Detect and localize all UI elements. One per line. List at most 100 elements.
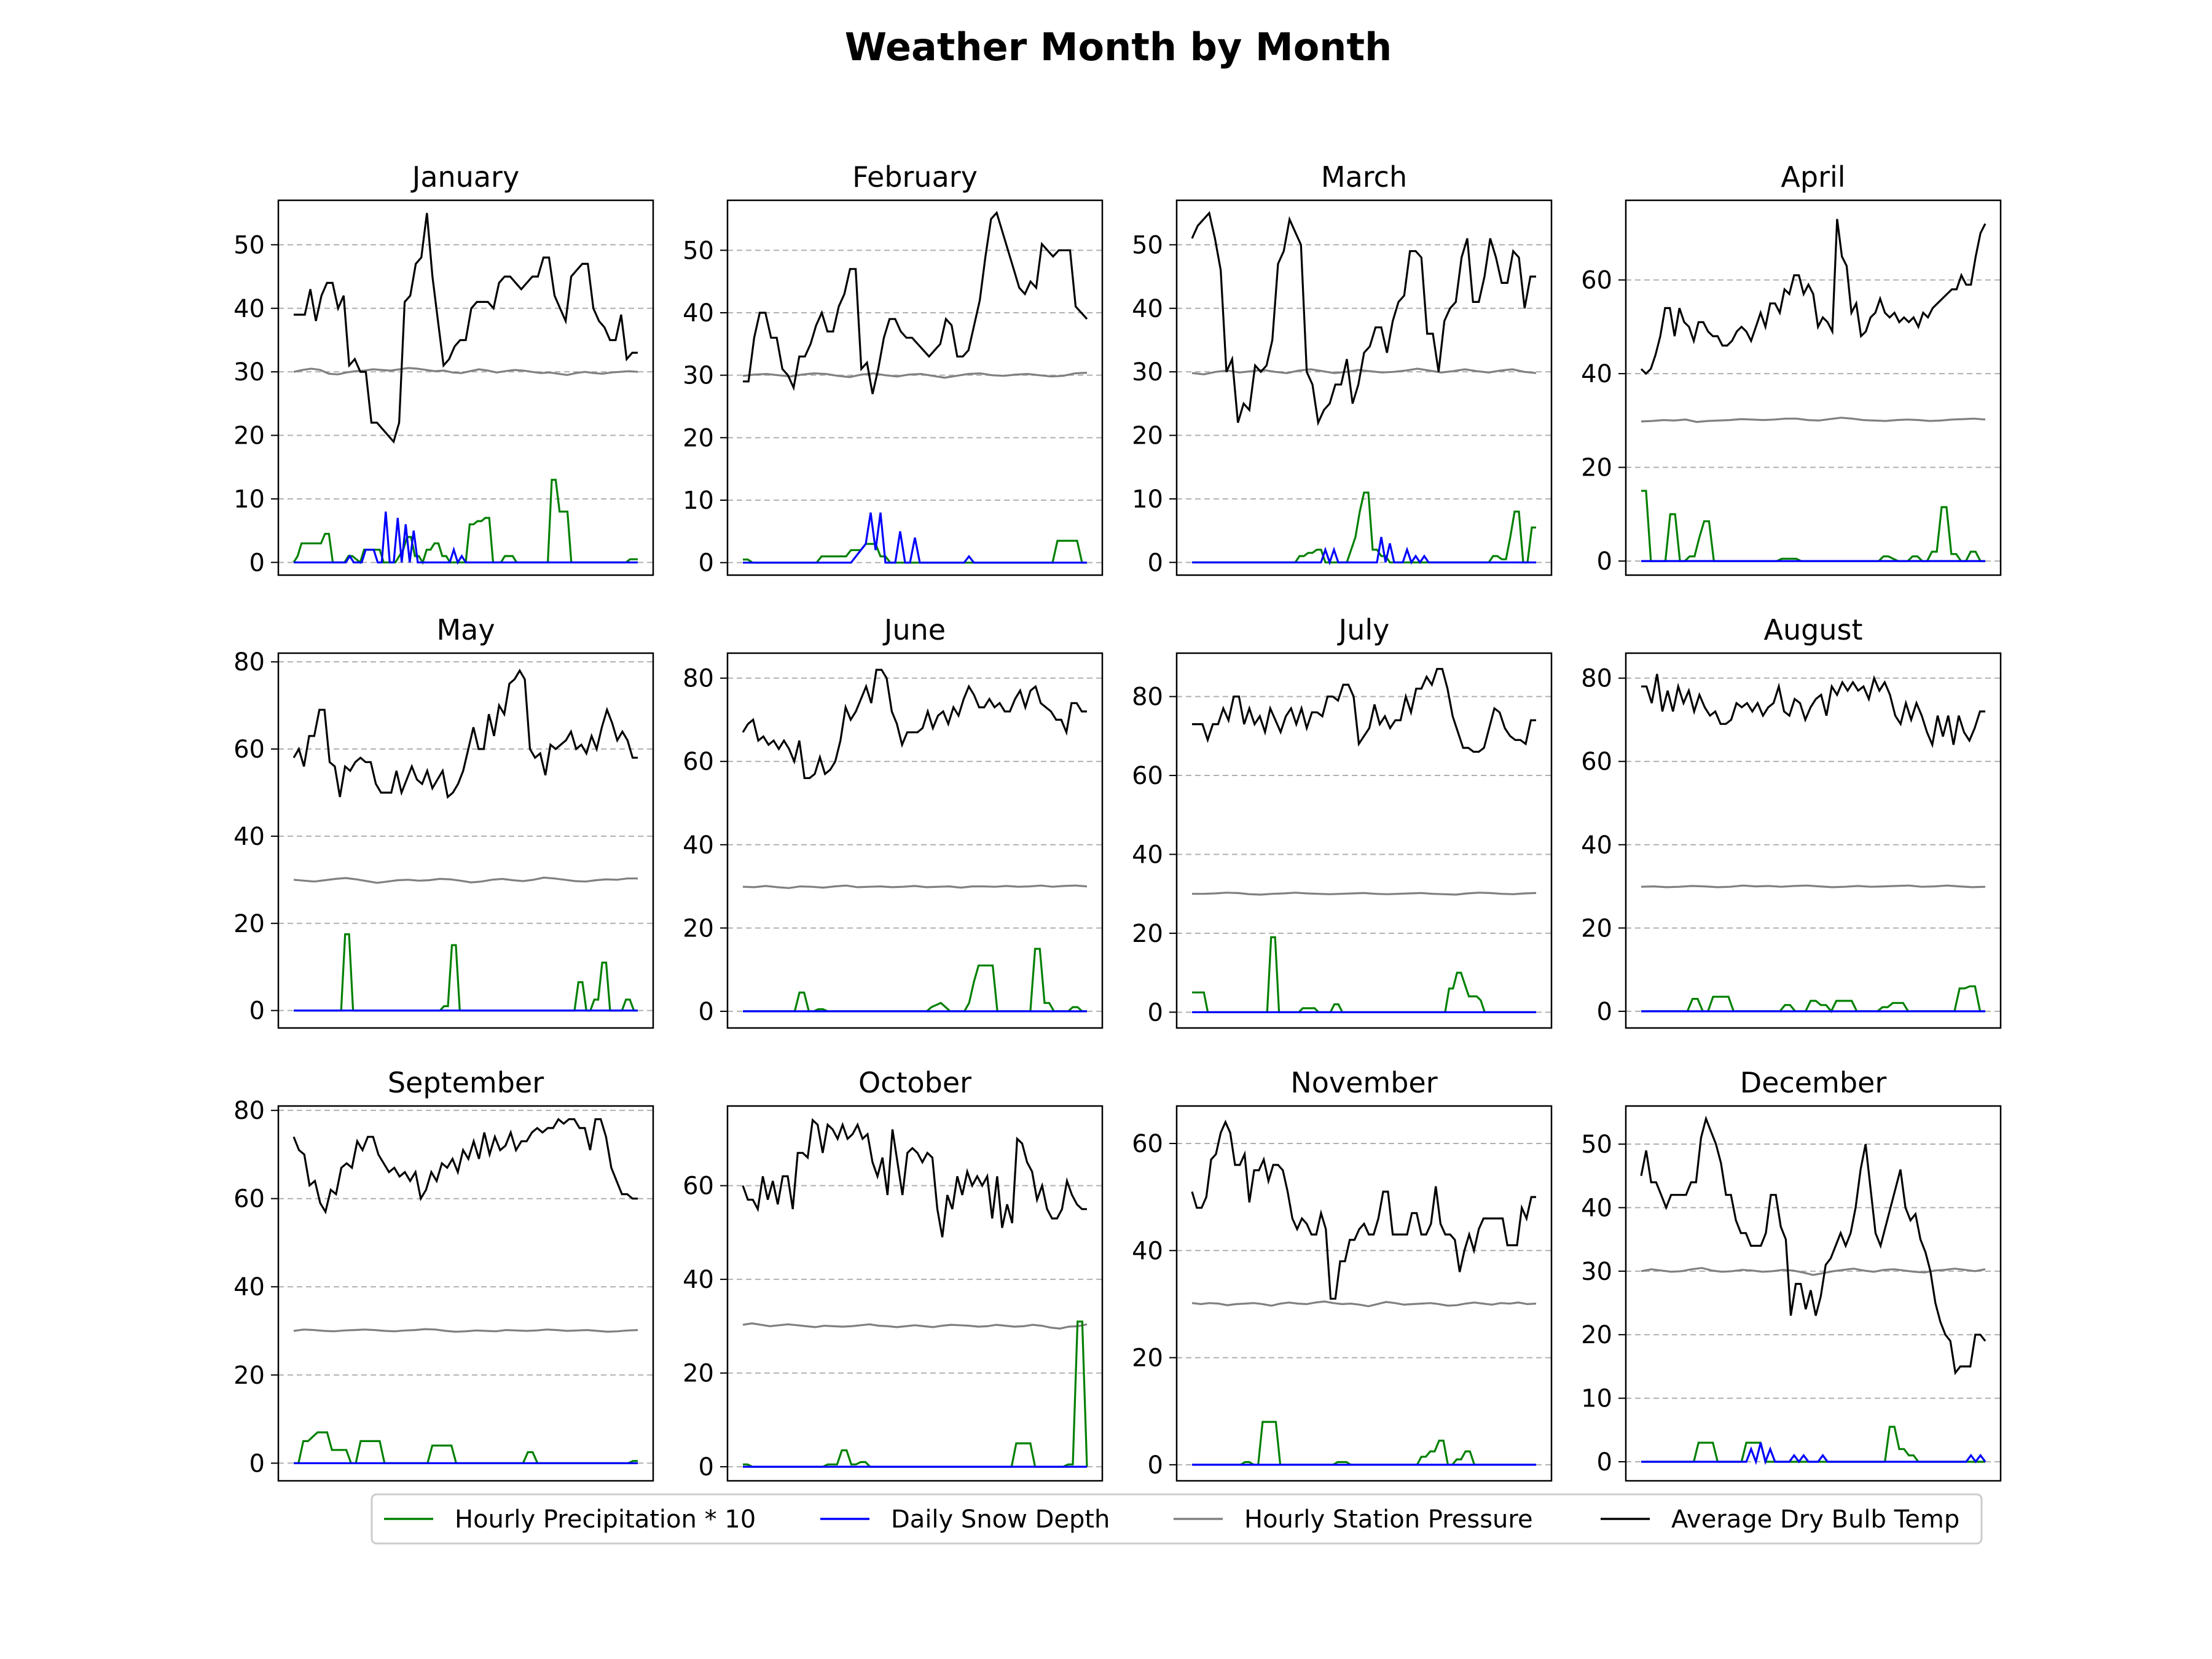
y-tick-label: 0 (1597, 998, 1612, 1026)
y-tick-label: 30 (1132, 358, 1163, 386)
series-line-snow (294, 511, 638, 565)
y-tick-label: 60 (683, 1172, 714, 1201)
axes-frame (1175, 652, 1553, 1029)
series-line-pressure (1641, 1266, 1986, 1276)
series-line-pressure (293, 367, 638, 376)
axes-frame (1175, 199, 1553, 576)
y-tick-label: 60 (683, 748, 714, 776)
y-tick-label: 40 (233, 1273, 265, 1301)
y-tick-label: 0 (1148, 998, 1163, 1027)
series-line-precip (1192, 1421, 1536, 1466)
panel-title: October (858, 1066, 971, 1099)
panel-september: 0 20 40 60 80 September (233, 1066, 654, 1482)
axes-frame (726, 652, 1104, 1029)
y-tick-label: 60 (1581, 748, 1612, 776)
series-line-temp (1191, 211, 1536, 426)
y-tick-label: 10 (1581, 1385, 1612, 1413)
y-tick-label: 40 (1581, 1194, 1612, 1222)
panel-grid: 0 10 20 30 40 50 January 0 10 20 30 40 50 February 0 10… (233, 160, 2002, 1482)
y-tick-label: 10 (1132, 485, 1163, 514)
y-tick-label: 10 (683, 487, 714, 515)
y-tick-label: 20 (1581, 454, 1612, 482)
series-line-pressure (1641, 884, 1986, 888)
y-tick-label: 40 (683, 831, 714, 860)
axes-frame (726, 1105, 1104, 1482)
axes-frame (1625, 1105, 2002, 1482)
y-tick-label: 60 (1132, 762, 1163, 790)
y-tick-label: 40 (1581, 360, 1612, 388)
series-line-temp (743, 211, 1088, 394)
y-tick-label: 30 (1581, 1258, 1612, 1286)
y-tick-label: 80 (1132, 683, 1163, 712)
series-line-precip (1641, 490, 1985, 562)
y-tick-label: 20 (233, 1362, 265, 1390)
series-line-precip (1192, 936, 1536, 1013)
panel-july: 0 20 40 60 80 July (1132, 613, 1553, 1029)
series-line-temp (292, 669, 638, 799)
series-line-temp (742, 669, 1087, 779)
panel-title: April (1781, 160, 1845, 194)
panel-october: 0 20 40 60 October (683, 1066, 1104, 1482)
y-tick-label: 0 (249, 1449, 265, 1478)
panel-title: November (1290, 1066, 1437, 1099)
series-line-pressure (1191, 1300, 1537, 1308)
y-tick-label: 0 (1148, 549, 1163, 577)
series-line-pressure (293, 1328, 638, 1333)
y-tick-label: 60 (233, 1185, 265, 1214)
series-line-snow (1641, 1442, 1986, 1465)
series-line-pressure (1641, 417, 1986, 423)
series-line-temp (742, 1118, 1087, 1237)
figure-title: Weather Month by Month (845, 25, 1392, 69)
y-tick-label: 10 (233, 485, 265, 514)
panel-title: September (388, 1066, 544, 1099)
panel-april: 0 20 40 60 April (1581, 160, 2002, 576)
series-line-temp (1640, 1115, 1986, 1376)
series-line-precip (294, 1431, 638, 1464)
series-line-snow (1192, 536, 1536, 566)
panel-title: August (1764, 613, 1863, 646)
y-tick-label: 50 (1581, 1131, 1612, 1159)
y-tick-label: 20 (683, 424, 714, 452)
y-tick-label: 60 (1581, 267, 1612, 295)
series-line-precip (1192, 491, 1536, 563)
y-tick-label: 20 (1132, 920, 1163, 948)
legend-label-pressure: Hourly Station Pressure (1244, 1505, 1533, 1534)
legend-label-precip: Hourly Precipitation * 10 (455, 1505, 756, 1534)
y-tick-label: 20 (1581, 914, 1612, 943)
legend: Hourly Precipitation * 10 Daily Snow Dept… (371, 1493, 1983, 1545)
axes-frame (1175, 1105, 1553, 1482)
y-tick-label: 50 (1132, 231, 1163, 259)
series-line-pressure (742, 884, 1088, 889)
legend-label-snow: Daily Snow Depth (891, 1505, 1110, 1534)
series-line-pressure (742, 1322, 1088, 1330)
panel-title: December (1740, 1066, 1887, 1099)
y-tick-label: 40 (683, 299, 714, 327)
series-line-temp (1641, 673, 1985, 748)
series-line-pressure (293, 876, 638, 884)
panel-title: March (1321, 160, 1407, 194)
y-tick-label: 0 (249, 997, 265, 1026)
series-line-pressure (1192, 892, 1537, 896)
series-line-precip (743, 947, 1087, 1013)
y-tick-label: 60 (233, 735, 265, 764)
y-tick-label: 20 (1132, 1344, 1163, 1373)
series-line-temp (1640, 219, 1986, 375)
panel-december: 0 10 20 30 40 50 December (1581, 1066, 2002, 1482)
series-line-temp (1192, 668, 1536, 753)
y-tick-label: 20 (683, 1360, 714, 1388)
axes-frame (1625, 652, 2002, 1029)
y-tick-label: 40 (1132, 1237, 1163, 1265)
panel-january: 0 10 20 30 40 50 January (233, 160, 654, 577)
axes-frame (726, 199, 1104, 576)
panel-title: June (882, 613, 946, 646)
y-tick-label: 20 (683, 914, 714, 943)
y-tick-label: 50 (683, 237, 714, 265)
y-tick-label: 20 (1581, 1321, 1612, 1349)
axes-frame (277, 1105, 654, 1482)
panel-june: 0 20 40 60 80 June (683, 613, 1104, 1029)
axes-frame (277, 652, 654, 1029)
axes-frame (277, 199, 654, 576)
panel-title: July (1337, 613, 1390, 646)
y-tick-label: 60 (1132, 1130, 1163, 1158)
